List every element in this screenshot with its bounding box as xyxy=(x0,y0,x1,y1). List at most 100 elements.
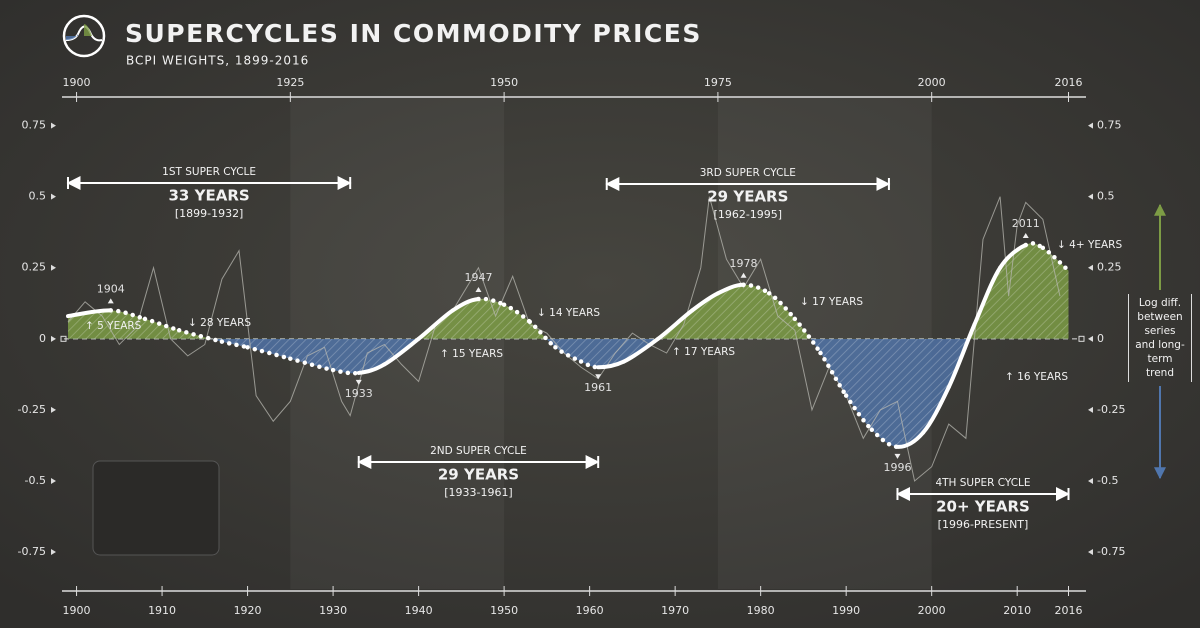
turning-marker xyxy=(894,453,901,459)
cycle-period: [1899-1932] xyxy=(175,207,244,220)
trend-rising xyxy=(66,308,113,319)
cycle-duration: 20+ YEARS xyxy=(936,498,1030,516)
top-tick-label: 1925 xyxy=(276,76,304,89)
x-tick-label: 1970 xyxy=(661,604,689,617)
trend-rising xyxy=(382,336,421,367)
zero-end xyxy=(1078,335,1085,342)
duration-note: ↓ 28 YEARS xyxy=(188,317,251,329)
top-tick-label: 1975 xyxy=(704,76,732,89)
duration-note: ↑ 15 YEARS xyxy=(440,348,503,360)
legend-box xyxy=(92,460,220,556)
cycle-duration: 29 YEARS xyxy=(438,466,519,484)
x-tick-label: 1950 xyxy=(490,604,518,617)
x-tick-label: 1930 xyxy=(319,604,347,617)
trend-falling xyxy=(288,356,336,373)
y-tick-label: 0 xyxy=(39,332,46,345)
y-tick-label-right: -0.25 xyxy=(1097,403,1125,416)
y-tick-left xyxy=(51,122,56,129)
cycle-period: [1962-1995] xyxy=(714,208,783,221)
x-tick-label: 2000 xyxy=(918,604,946,617)
y-tick-left xyxy=(51,477,56,484)
top-tick-label: 2016 xyxy=(1055,76,1083,89)
duration-note: ↑ 16 YEARS xyxy=(1005,371,1068,383)
x-tick-label: 1940 xyxy=(405,604,433,617)
trend-rising xyxy=(972,265,1003,327)
cycle-period: [1933-1961] xyxy=(444,486,513,499)
turning-label: 1996 xyxy=(883,461,911,474)
y-tick-label-right: -0.5 xyxy=(1097,474,1118,487)
trend-falling xyxy=(553,345,584,364)
trend-falling xyxy=(245,345,293,361)
y-tick-right xyxy=(1088,406,1093,413)
duration-note: ↓ 4+ YEARS xyxy=(1057,239,1122,251)
turning-marker xyxy=(475,287,482,293)
top-tick-label: 1900 xyxy=(63,76,91,89)
trend-falling xyxy=(330,367,361,376)
turning-label: 1904 xyxy=(97,282,125,295)
trend-falling xyxy=(176,328,225,344)
y-tick-label: -0.25 xyxy=(18,403,46,416)
x-tick-label: 1990 xyxy=(832,604,860,617)
y-axis-label: Log diff. between series and long-term t… xyxy=(1128,294,1192,382)
turning-marker xyxy=(740,272,747,278)
top-tick-label: 1950 xyxy=(490,76,518,89)
x-tick-label: 1960 xyxy=(576,604,604,617)
zero-end xyxy=(60,335,67,342)
x-tick-label: 1920 xyxy=(234,604,262,617)
turning-marker xyxy=(1022,232,1029,238)
cycle-label: 3RD SUPER CYCLE xyxy=(700,167,796,179)
y-tick-label-right: 0.75 xyxy=(1097,119,1122,132)
x-tick-label: 2010 xyxy=(1003,604,1031,617)
y-tick-left xyxy=(51,406,56,413)
y-tick-left xyxy=(51,264,56,271)
y-tick-label-right: 0.25 xyxy=(1097,261,1122,274)
turning-marker xyxy=(595,374,602,380)
trend-falling xyxy=(501,302,533,325)
y-tick-right xyxy=(1088,477,1093,484)
duration-note: ↑ 5 YEARS xyxy=(85,320,142,332)
y-tick-left xyxy=(51,335,56,342)
trend-falling xyxy=(476,296,507,307)
trend-falling xyxy=(869,427,900,450)
trend-falling xyxy=(792,316,823,356)
y-tick-right xyxy=(1088,264,1093,271)
y-tick-label-right: 0 xyxy=(1097,332,1104,345)
y-tick-right xyxy=(1088,549,1093,556)
trend-falling xyxy=(219,339,250,350)
x-tick-label: 2016 xyxy=(1055,604,1083,617)
chart-title: SUPERCYCLES IN COMMODITY PRICES xyxy=(125,19,702,48)
turning-marker xyxy=(355,379,362,385)
y-tick-right xyxy=(1088,122,1093,129)
duration-note: ↓ 17 YEARS xyxy=(800,296,863,308)
y-tick-right xyxy=(1088,193,1093,200)
trend-falling xyxy=(766,291,798,322)
duration-note: ↓ 14 YEARS xyxy=(537,307,600,319)
y-tick-label: -0.75 xyxy=(18,545,46,558)
trend-rising xyxy=(416,308,455,341)
turning-label: 1947 xyxy=(464,271,492,284)
y-tick-label-right: -0.75 xyxy=(1097,545,1125,558)
cycle-label: 4TH SUPER CYCLE xyxy=(935,477,1030,489)
trend-rising xyxy=(656,308,695,341)
y-tick-left xyxy=(51,193,56,200)
chart-subtitle: BCPI WEIGHTS, 1899-2016 xyxy=(126,54,309,68)
trend-rising xyxy=(621,336,661,364)
turning-label: 1933 xyxy=(345,387,373,400)
y-tick-label-right: 0.5 xyxy=(1097,190,1115,203)
y-tick-label: 0.25 xyxy=(22,261,47,274)
cycle-duration: 33 YEARS xyxy=(169,187,250,205)
y-tick-left xyxy=(51,549,56,556)
trend-rising xyxy=(895,430,926,449)
trend-rising xyxy=(356,362,387,375)
turning-label: 1961 xyxy=(584,381,612,394)
y-tick-right xyxy=(1088,335,1093,342)
x-tick-label: 1910 xyxy=(148,604,176,617)
cycle-duration: 29 YEARS xyxy=(707,188,788,206)
trend-falling xyxy=(741,282,772,296)
x-tick-label: 1980 xyxy=(747,604,775,617)
cycle-label: 1ST SUPER CYCLE xyxy=(162,166,256,178)
y-tick-label: 0.75 xyxy=(22,119,47,132)
y-tick-label: -0.5 xyxy=(25,474,46,487)
trend-rising xyxy=(946,322,977,390)
